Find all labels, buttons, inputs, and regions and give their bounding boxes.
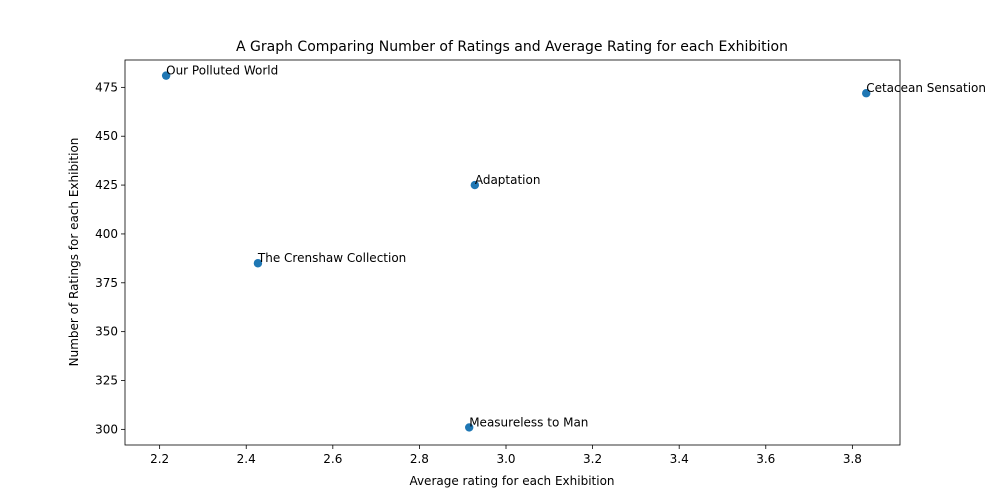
point-label: The Crenshaw Collection: [257, 251, 406, 265]
x-tick-label: 3.6: [756, 452, 775, 466]
x-tick-label: 3.8: [843, 452, 862, 466]
x-axis: 2.2 2.4 2.6 2.8 3.0 3.2 3.4 3.6 3.8: [150, 445, 862, 466]
y-tick-label: 375: [95, 276, 118, 290]
data-point: [253, 259, 263, 268]
y-axis-label: Number of Ratings for each Exhibition: [67, 138, 81, 367]
point-label: Measureless to Man: [469, 415, 588, 429]
x-tick-label: 2.6: [323, 452, 342, 466]
y-tick-label: 475: [95, 80, 118, 94]
y-tick-label: 350: [95, 325, 118, 339]
point-label: Our Polluted World: [166, 64, 278, 78]
point-label: Adaptation: [475, 173, 541, 187]
y-tick-label: 400: [95, 227, 118, 241]
x-tick-label: 2.8: [410, 452, 429, 466]
x-tick-label: 3.2: [583, 452, 602, 466]
x-tick-label: 2.4: [237, 452, 256, 466]
x-tick-label: 3.0: [496, 452, 515, 466]
point-label: Cetacean Sensation: [866, 81, 986, 95]
data-point: [161, 71, 171, 80]
x-tick-label: 2.2: [150, 452, 169, 466]
plot-frame: [124, 59, 901, 446]
y-axis: 300 325 350 375 400 425 450 475: [95, 80, 125, 436]
data-point: [862, 89, 871, 98]
x-tick-label: 3.4: [670, 452, 689, 466]
y-tick-label: 425: [95, 178, 118, 192]
data-points: Our Polluted World Cetacean Sensation Adap…: [161, 64, 986, 432]
chart-title: A Graph Comparing Number of Ratings and …: [236, 39, 788, 55]
data-point: [465, 423, 474, 432]
y-tick-label: 300: [95, 422, 118, 436]
y-tick-label: 450: [95, 129, 118, 143]
data-point: [470, 180, 480, 190]
y-tick-label: 325: [95, 374, 118, 388]
x-axis-label: Average rating for each Exhibition: [409, 474, 614, 488]
